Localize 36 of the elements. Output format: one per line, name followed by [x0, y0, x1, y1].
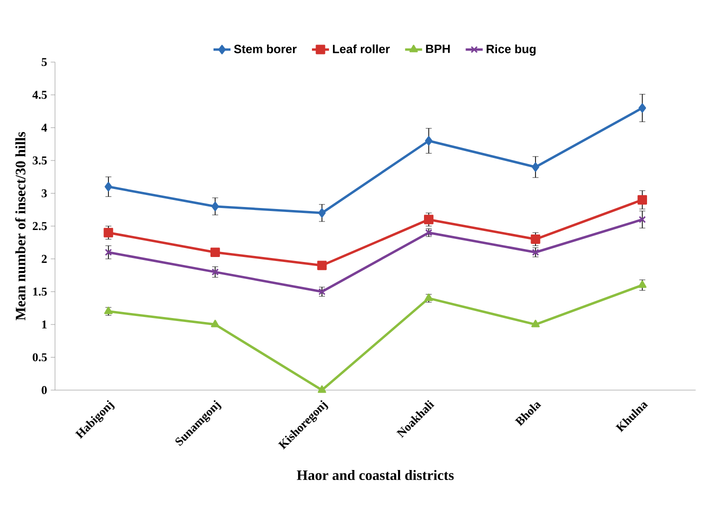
point — [530, 234, 540, 244]
x-axis-title: Haor and coastal districts — [296, 470, 454, 480]
point — [317, 260, 327, 270]
point — [638, 280, 646, 288]
y-tick-label: 0 — [42, 386, 47, 394]
point — [212, 268, 219, 276]
y-tick-label: 1 — [42, 320, 47, 328]
point — [211, 202, 219, 212]
point — [531, 320, 540, 328]
y-tick-label: 5 — [42, 58, 47, 66]
point — [104, 248, 112, 256]
legend-label: Rice bug — [486, 44, 536, 56]
point — [424, 294, 433, 301]
legend-label: BPH — [426, 44, 450, 53]
y-axis-title: Mean number of insect/30 hills — [15, 132, 26, 320]
point — [532, 162, 540, 172]
point — [210, 248, 220, 258]
legend-label: Stem borer — [234, 44, 297, 54]
point — [210, 320, 220, 328]
y-tick-label: 2.5 — [32, 222, 47, 230]
point — [638, 103, 646, 113]
point — [638, 195, 648, 205]
y-tick-label: 4.5 — [32, 90, 47, 99]
y-tick-label: 0.5 — [32, 353, 47, 362]
y-tick-label: 3 — [42, 189, 47, 198]
point — [638, 216, 646, 224]
y-tick-label: 3.5 — [32, 156, 47, 165]
point — [104, 228, 114, 238]
point — [318, 385, 326, 393]
y-tick-label: 2 — [42, 254, 47, 263]
y-tick-label: 4 — [41, 124, 48, 132]
point — [424, 136, 432, 146]
y-tick-label: 1.5 — [33, 288, 47, 296]
point — [318, 208, 326, 218]
point — [104, 182, 112, 192]
legend-label: Leaf roller — [332, 44, 390, 54]
